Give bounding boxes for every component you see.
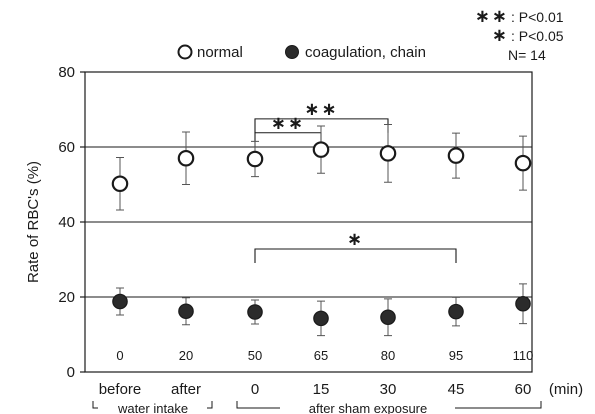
normal-point — [177, 149, 195, 167]
stats-symbol-p005: ∗ — [492, 25, 509, 45]
time-label: 0 — [116, 348, 123, 363]
time-label: 50 — [248, 348, 262, 363]
y-tick-label: 40 — [58, 214, 75, 231]
x-unit-label: (min) — [549, 381, 583, 398]
x-tick-label: 15 — [313, 381, 330, 398]
x-axis: before after 0 15 30 45 60 (min) water intake aft… — [92, 381, 583, 414]
normal-point — [514, 154, 532, 172]
y-tick-label: 80 — [58, 64, 75, 81]
x-tick-label: 0 — [251, 381, 259, 398]
significance-label: ∗∗ — [304, 99, 338, 119]
significance-bracket — [254, 132, 322, 147]
stats-legend: ∗∗: P<0.01∗: P<0.05 N= 14 — [475, 6, 564, 63]
normal-point — [447, 147, 465, 164]
time-label: 80 — [381, 348, 395, 363]
normal-point — [312, 141, 330, 158]
coagulation-point — [448, 303, 464, 320]
y-axis-label: Rate of RBC's (%) — [25, 161, 42, 283]
stats-symbol-p001: ∗∗ — [475, 6, 509, 26]
stats-text-p001: : P<0.01 — [511, 9, 564, 25]
group-bracket-water — [92, 401, 98, 409]
x-tick-label: 30 — [380, 381, 397, 398]
group-bracket-water — [207, 401, 213, 409]
coagulation-point — [380, 309, 396, 326]
legend-marker-normal — [177, 44, 193, 60]
legend-marker-coagulation — [285, 45, 299, 59]
coagulation-point — [313, 310, 329, 327]
x-tick-label: before — [99, 381, 142, 398]
normal-point — [379, 145, 397, 162]
time-label: 65 — [314, 348, 328, 363]
data-marks — [111, 124, 532, 337]
series-legend: normal coagulation, chain — [177, 44, 426, 61]
time-label: 95 — [449, 348, 463, 363]
coagulation-point — [112, 293, 128, 310]
group-label-sham: after sham exposure — [309, 401, 428, 414]
significance-bracket — [254, 248, 457, 263]
significance-label: ∗∗ — [271, 113, 305, 133]
y-tick-label: 60 — [58, 139, 75, 156]
x-tick-label: after — [171, 381, 201, 398]
legend-label-coagulation: coagulation, chain — [305, 44, 426, 61]
stats-text-n: N= 14 — [508, 47, 546, 63]
x-tick-label: 60 — [515, 381, 532, 398]
x-tick-label: 45 — [448, 381, 465, 398]
time-label: 110 — [513, 348, 534, 363]
y-tick-label: 20 — [58, 289, 75, 306]
stats-text-p005: : P<0.05 — [511, 28, 564, 44]
coagulation-point — [515, 295, 531, 312]
time-label: 20 — [179, 348, 193, 363]
y-tick-label: 0 — [67, 364, 75, 381]
group-bracket-sham — [236, 401, 280, 409]
normal-point — [111, 175, 129, 193]
group-label-water: water intake — [117, 401, 188, 414]
legend-label-normal: normal — [197, 44, 243, 61]
significance-label: ∗ — [347, 229, 364, 249]
normal-point — [246, 150, 264, 168]
coagulation-point — [178, 303, 194, 320]
coagulation-point — [247, 304, 263, 320]
group-bracket-sham — [455, 401, 542, 409]
